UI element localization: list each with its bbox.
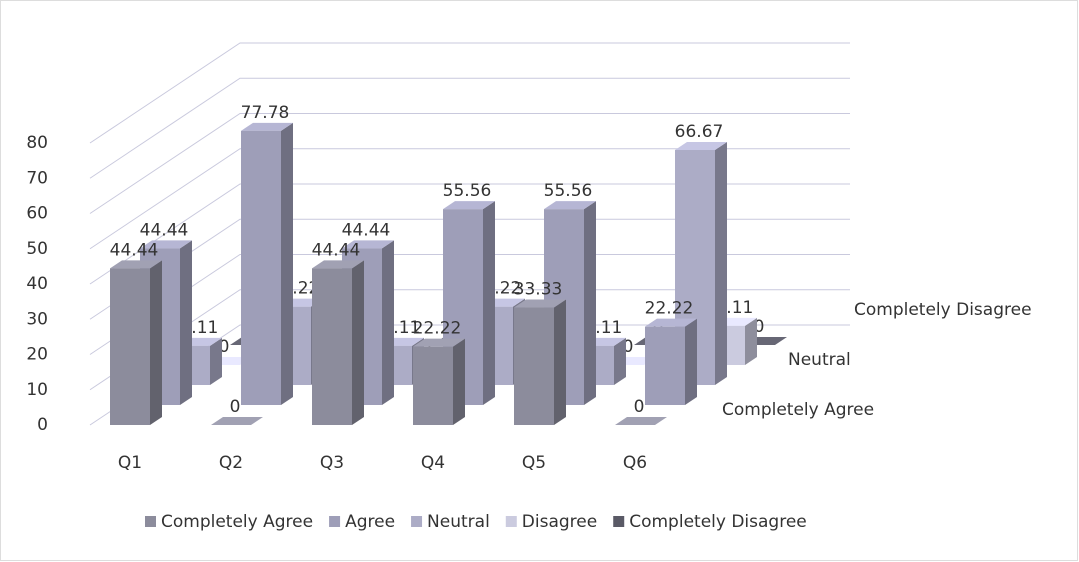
legend-swatch xyxy=(145,516,156,527)
bar-side xyxy=(453,338,465,425)
bar-side xyxy=(210,337,222,385)
bar-side xyxy=(614,337,626,385)
bar-side xyxy=(150,260,162,425)
bar-top xyxy=(443,201,495,210)
legend-label: Neutral xyxy=(427,512,490,532)
bar-side xyxy=(483,201,495,405)
legend-swatch xyxy=(505,516,517,527)
grid-line xyxy=(89,42,850,144)
legend-label: Completely Disagree xyxy=(629,512,807,532)
y-tick-label: 40 xyxy=(26,274,48,294)
bar-top xyxy=(110,260,162,269)
grid-line xyxy=(89,77,850,179)
x-tick-label: Q2 xyxy=(219,453,243,473)
value-label: 0 xyxy=(623,337,634,357)
bar-side xyxy=(382,240,394,405)
value-label: 33.33 xyxy=(514,280,563,300)
value-label: 0 xyxy=(230,397,241,417)
legend-label: Agree xyxy=(345,512,395,532)
bar-top xyxy=(615,417,667,425)
y-tick-label: 60 xyxy=(26,204,48,224)
value-label: 0 xyxy=(634,397,645,417)
value-label: 22.22 xyxy=(645,299,694,319)
y-tick-label: 30 xyxy=(26,309,48,329)
bar-side xyxy=(180,240,192,405)
value-label: 55.56 xyxy=(544,181,593,201)
x-tick-label: Q4 xyxy=(421,453,445,473)
value-label: 55.56 xyxy=(443,181,492,201)
x-tick-label: Q3 xyxy=(320,453,344,473)
y-tick-label: 10 xyxy=(26,380,48,400)
bar xyxy=(413,346,453,425)
legend-swatch xyxy=(411,516,423,527)
y-tick-label: 0 xyxy=(37,415,48,435)
bar-side xyxy=(745,317,757,365)
value-label: 66.67 xyxy=(675,122,724,142)
depth-label: Completely Agree xyxy=(722,400,874,420)
bar xyxy=(241,130,281,405)
value-label: 0 xyxy=(754,317,765,337)
bar-top xyxy=(211,417,263,425)
value-label: 44.44 xyxy=(312,240,361,260)
legend-swatch xyxy=(329,516,341,527)
bar xyxy=(110,268,150,425)
bar xyxy=(645,326,685,405)
x-tick-label: Q6 xyxy=(623,453,647,473)
bar-top xyxy=(413,338,465,347)
y-tick-label: 80 xyxy=(26,133,48,153)
bar-side xyxy=(685,318,697,405)
legend-swatch xyxy=(613,516,625,527)
bar-top xyxy=(544,201,596,210)
x-tick-label: Q1 xyxy=(118,453,142,473)
bar-top xyxy=(514,299,566,308)
bar-top xyxy=(312,260,364,269)
legend-label: Completely Agree xyxy=(161,512,313,532)
bar-side xyxy=(715,141,727,385)
bar-top xyxy=(645,318,697,327)
y-tick-label: 20 xyxy=(26,345,48,365)
bar-top xyxy=(140,240,192,249)
bar-side xyxy=(352,260,364,425)
legend-label: Disagree xyxy=(522,512,597,532)
bar-side xyxy=(281,122,293,405)
value-label: 44.44 xyxy=(140,220,189,240)
y-tick-label: 70 xyxy=(26,168,48,188)
bar-top xyxy=(342,240,394,249)
bar-top xyxy=(675,141,727,150)
grid-line xyxy=(89,148,850,250)
value-label: 44.44 xyxy=(110,240,159,260)
bar xyxy=(514,307,554,425)
value-label: 44.44 xyxy=(342,220,391,240)
bar-side xyxy=(584,201,596,405)
bar-side xyxy=(554,299,566,425)
depth-label: Completely Disagree xyxy=(854,300,1032,320)
bar xyxy=(312,268,352,425)
value-label: 0 xyxy=(219,337,230,357)
bar-top xyxy=(241,122,293,131)
x-tick-label: Q5 xyxy=(522,453,546,473)
grid-line xyxy=(89,113,850,214)
depth-label: Neutral xyxy=(788,350,851,370)
value-label: 22.22 xyxy=(413,319,462,339)
value-label: 77.78 xyxy=(241,103,290,123)
y-tick-label: 50 xyxy=(26,239,48,259)
